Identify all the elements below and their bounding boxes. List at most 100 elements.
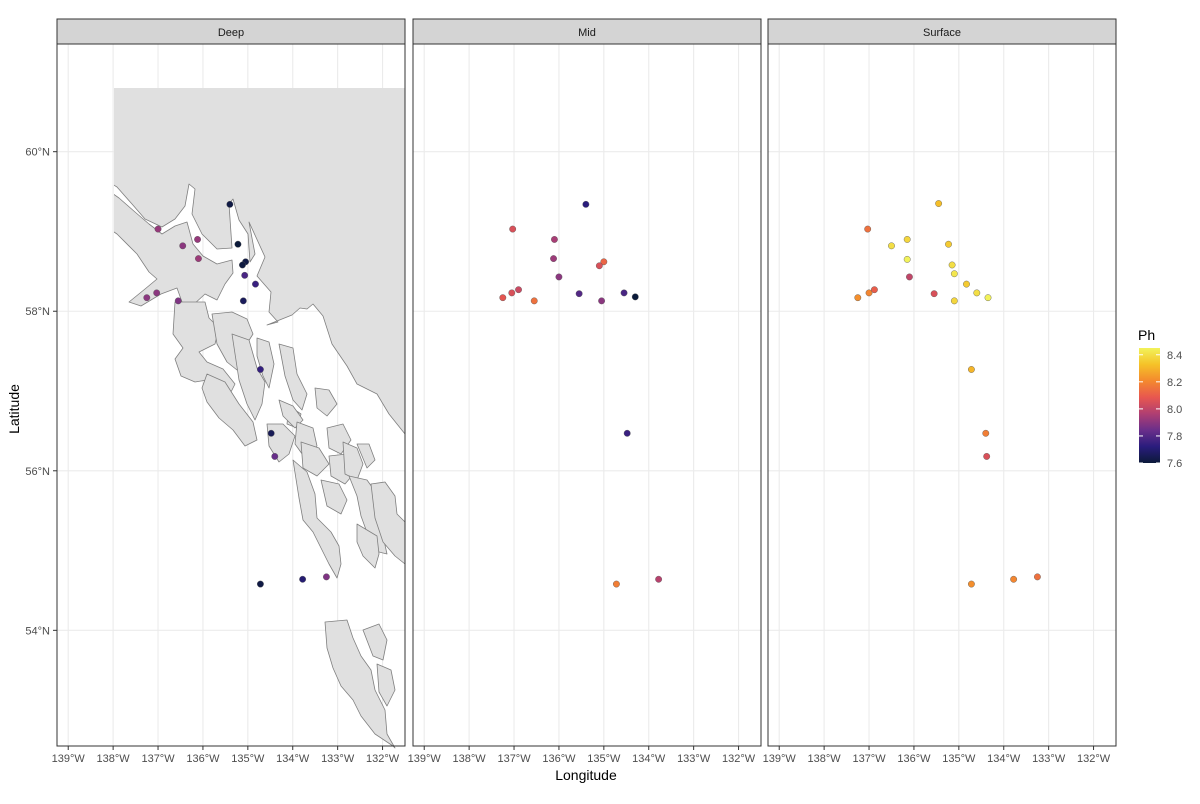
land-polygon	[314, 387, 338, 417]
legend-title: Ph	[1138, 327, 1155, 343]
land-polygon	[201, 373, 258, 447]
land-polygon	[292, 459, 342, 579]
station-point	[948, 261, 956, 269]
station-points	[499, 200, 663, 588]
facet-strip-label: Mid	[578, 27, 596, 39]
station-point	[509, 225, 517, 233]
x-axis-ticks: 139°W 138°W 137°W 136°W 135°W 134°W 133°W 132°W	[52, 746, 400, 765]
station-point	[945, 240, 952, 248]
x-tick-label: 139°W	[763, 753, 797, 765]
land-polygon	[356, 523, 380, 569]
x-axis-ticks: 139°W 138°W 137°W 136°W 135°W 134°W 133°W 132°W	[408, 746, 756, 765]
y-tick-label: 54°N	[25, 625, 50, 637]
station-point	[950, 270, 958, 278]
x-tick-label: 135°W	[587, 753, 621, 765]
station-point	[257, 366, 264, 373]
panel-background	[413, 44, 761, 746]
facet-strip	[767, 18, 1117, 45]
x-tick-label: 132°W	[366, 753, 400, 765]
y-tick-label: 58°N	[25, 306, 50, 318]
station-point	[963, 280, 970, 288]
station-point	[508, 289, 516, 297]
x-tick-label: 139°W	[408, 753, 442, 765]
land-polygon	[356, 443, 376, 469]
station-point	[983, 453, 991, 460]
legend-tick-label: 7.8	[1167, 431, 1182, 443]
land-polygon	[362, 623, 388, 661]
station-point	[598, 297, 605, 305]
land-polygon	[114, 194, 234, 307]
station-point	[903, 255, 911, 263]
station-point	[555, 273, 563, 281]
x-tick-label: 133°W	[677, 753, 711, 765]
y-tick-label: 56°N	[25, 466, 50, 478]
station-point	[267, 429, 275, 437]
station-point	[655, 575, 663, 583]
station-point	[154, 225, 162, 233]
legend-colorbar	[1139, 348, 1160, 463]
land-polygon	[300, 441, 330, 477]
station-point	[271, 453, 279, 460]
x-tick-label: 134°W	[632, 753, 666, 765]
x-tick-label: 134°W	[276, 753, 310, 765]
legend-tick-label: 8.2	[1167, 377, 1182, 389]
station-point	[195, 255, 202, 262]
station-point	[968, 580, 975, 588]
station-point	[234, 240, 242, 248]
legend-tick-label: 8.4	[1167, 350, 1182, 362]
x-tick-label: 133°W	[1032, 753, 1066, 765]
land-polygon	[256, 337, 275, 389]
x-tick-label: 139°W	[52, 753, 86, 765]
station-point	[194, 236, 201, 243]
station-point	[935, 200, 943, 207]
color-legend: Ph 7.6 7.8 8.0 8.2 8.4	[1138, 327, 1182, 470]
facet-strip	[56, 18, 406, 45]
station-point	[241, 271, 249, 279]
x-tick-label: 138°W	[453, 753, 487, 765]
land-polygon	[231, 333, 266, 421]
station-point	[1010, 575, 1018, 583]
station-point	[888, 242, 895, 250]
station-point	[499, 294, 507, 302]
x-tick-label: 133°W	[321, 753, 355, 765]
facet-strip-label: Deep	[218, 27, 244, 39]
station-point	[631, 293, 639, 301]
station-point	[323, 573, 330, 581]
station-point	[575, 290, 583, 298]
x-tick-label: 136°W	[186, 753, 220, 765]
station-point	[179, 242, 187, 250]
legend-ticks: 7.6 7.8 8.0 8.2 8.4	[1139, 350, 1182, 470]
station-point	[252, 280, 259, 288]
station-point	[1034, 573, 1041, 581]
station-point	[226, 200, 234, 208]
station-point	[239, 297, 247, 305]
facet-strip	[412, 18, 762, 45]
facet-surface: Surface 139°W 138°W 137°W 136°W 135°W 134°W 133…	[763, 18, 1117, 765]
x-tick-label: 137°W	[141, 753, 175, 765]
land-basemap	[114, 88, 406, 749]
y-axis-title: Latitude	[6, 384, 22, 434]
land-polygon	[376, 663, 396, 707]
station-point	[973, 289, 981, 297]
x-tick-label: 136°W	[542, 753, 576, 765]
y-axis-ticks: 54°N 56°N 58°N 60°N	[25, 147, 57, 637]
land-polygon	[114, 88, 406, 435]
station-point	[530, 297, 538, 305]
land-polygon	[320, 479, 348, 515]
station-point	[903, 236, 911, 243]
station-point	[595, 262, 603, 270]
station-points	[854, 200, 1041, 588]
station-point	[930, 290, 938, 298]
station-point	[551, 236, 558, 243]
x-tick-label: 132°W	[1077, 753, 1111, 765]
x-tick-label: 138°W	[97, 753, 131, 765]
station-point	[600, 258, 608, 266]
x-tick-label: 135°W	[942, 753, 976, 765]
station-point	[515, 286, 522, 294]
station-point	[582, 200, 590, 208]
station-point	[906, 273, 913, 281]
station-point	[864, 225, 872, 233]
x-tick-label: 135°W	[231, 753, 265, 765]
